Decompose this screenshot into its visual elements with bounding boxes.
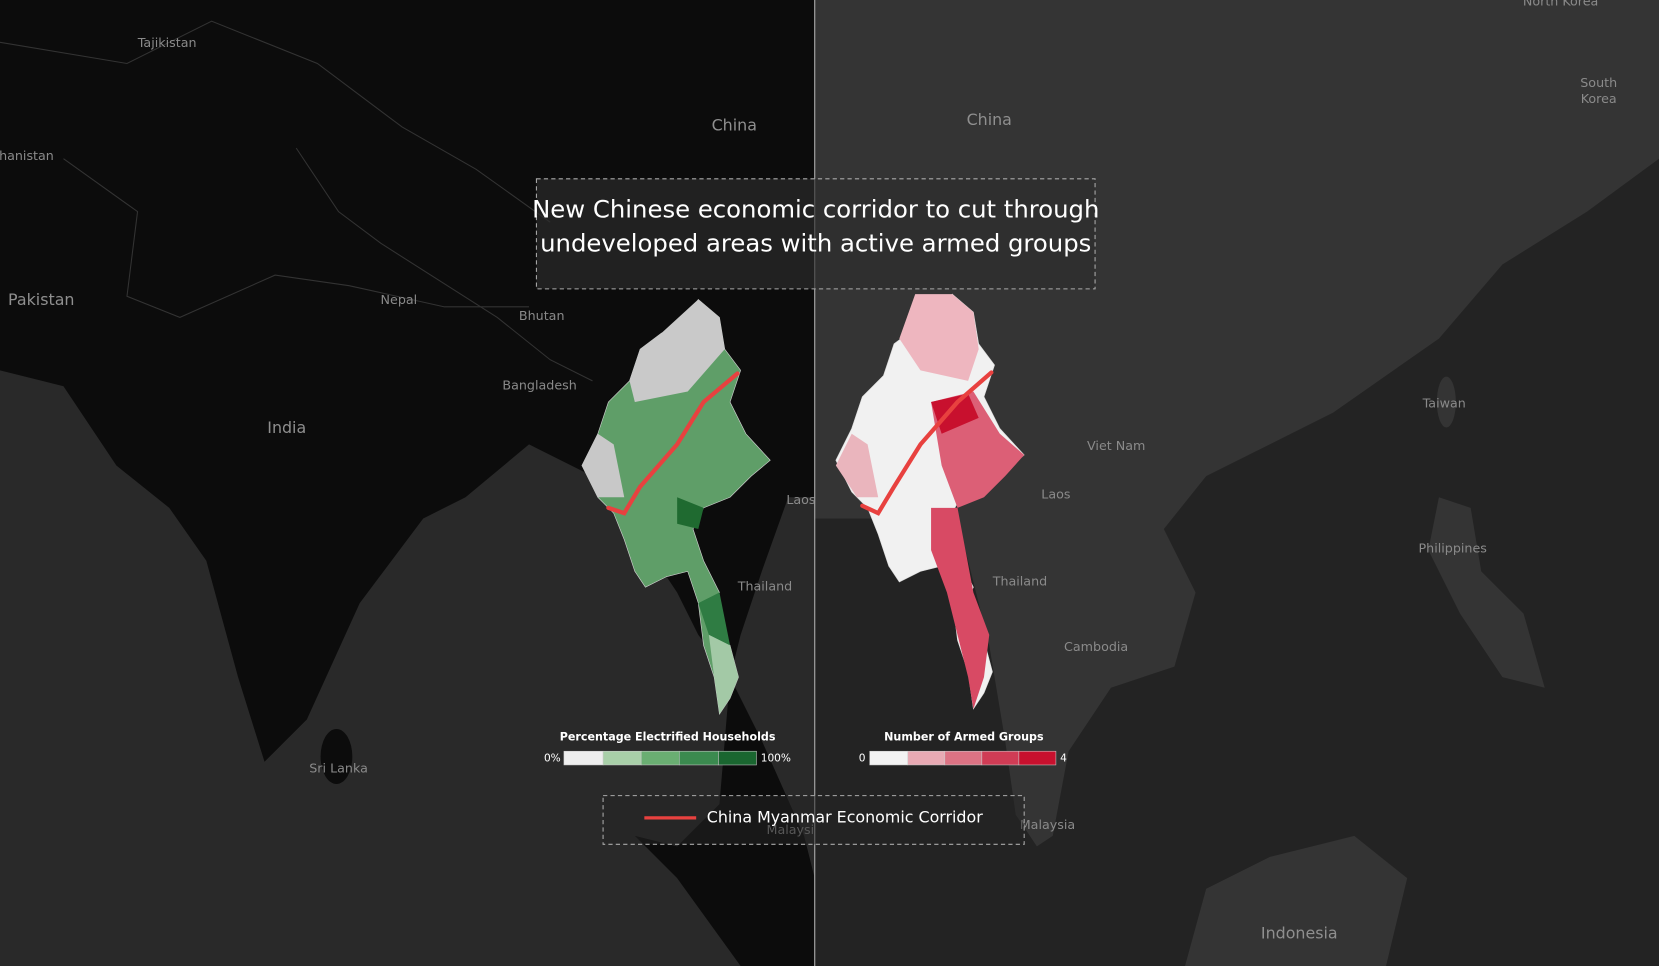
place-label: Thailand xyxy=(737,579,793,594)
corridor-legend-box xyxy=(602,795,1025,845)
corridor-legend-label: China Myanmar Economic Corridor xyxy=(707,807,983,826)
legend-scale xyxy=(869,750,1057,766)
place-label: Philippines xyxy=(1419,541,1487,556)
legend-max: 100% xyxy=(761,753,791,765)
legend-title: Percentage Electrified Households xyxy=(560,730,776,743)
legend-min: 0% xyxy=(544,753,561,765)
place-label: Pakistan xyxy=(8,290,74,309)
place-label: China xyxy=(712,115,757,134)
place-label: Korea xyxy=(1581,91,1617,106)
place-label: South xyxy=(1580,75,1617,90)
title-box xyxy=(535,178,1096,290)
place-label: North Korea xyxy=(1523,0,1599,9)
legend-title: Number of Armed Groups xyxy=(884,730,1044,743)
place-label: Laos xyxy=(1041,487,1070,502)
place-label: India xyxy=(267,418,306,437)
place-label: Indonesia xyxy=(1261,924,1338,943)
place-label: Nepal xyxy=(381,292,418,307)
legend-scale xyxy=(563,750,757,766)
title-line: New Chinese economic corridor to cut thr… xyxy=(532,195,1099,224)
place-label: Malaysia xyxy=(1020,817,1075,832)
place-label: Thailand xyxy=(992,573,1048,588)
legend-max: 4 xyxy=(1060,753,1067,765)
place-label: Laos xyxy=(786,492,815,507)
title-line: undeveloped areas with active armed grou… xyxy=(540,228,1091,257)
place-label: Bhutan xyxy=(519,308,565,323)
legend-min: 0 xyxy=(859,753,866,765)
place-label: hanistan xyxy=(0,148,54,163)
place-label: Bangladesh xyxy=(502,378,576,393)
place-label: Viet Nam xyxy=(1087,438,1145,453)
place-label: Sri Lanka xyxy=(309,761,368,776)
place-label: China xyxy=(967,110,1012,129)
place-label: Cambodia xyxy=(1064,639,1128,654)
place-label: Tajikistan xyxy=(137,35,197,50)
place-label: Taiwan xyxy=(1422,396,1466,411)
